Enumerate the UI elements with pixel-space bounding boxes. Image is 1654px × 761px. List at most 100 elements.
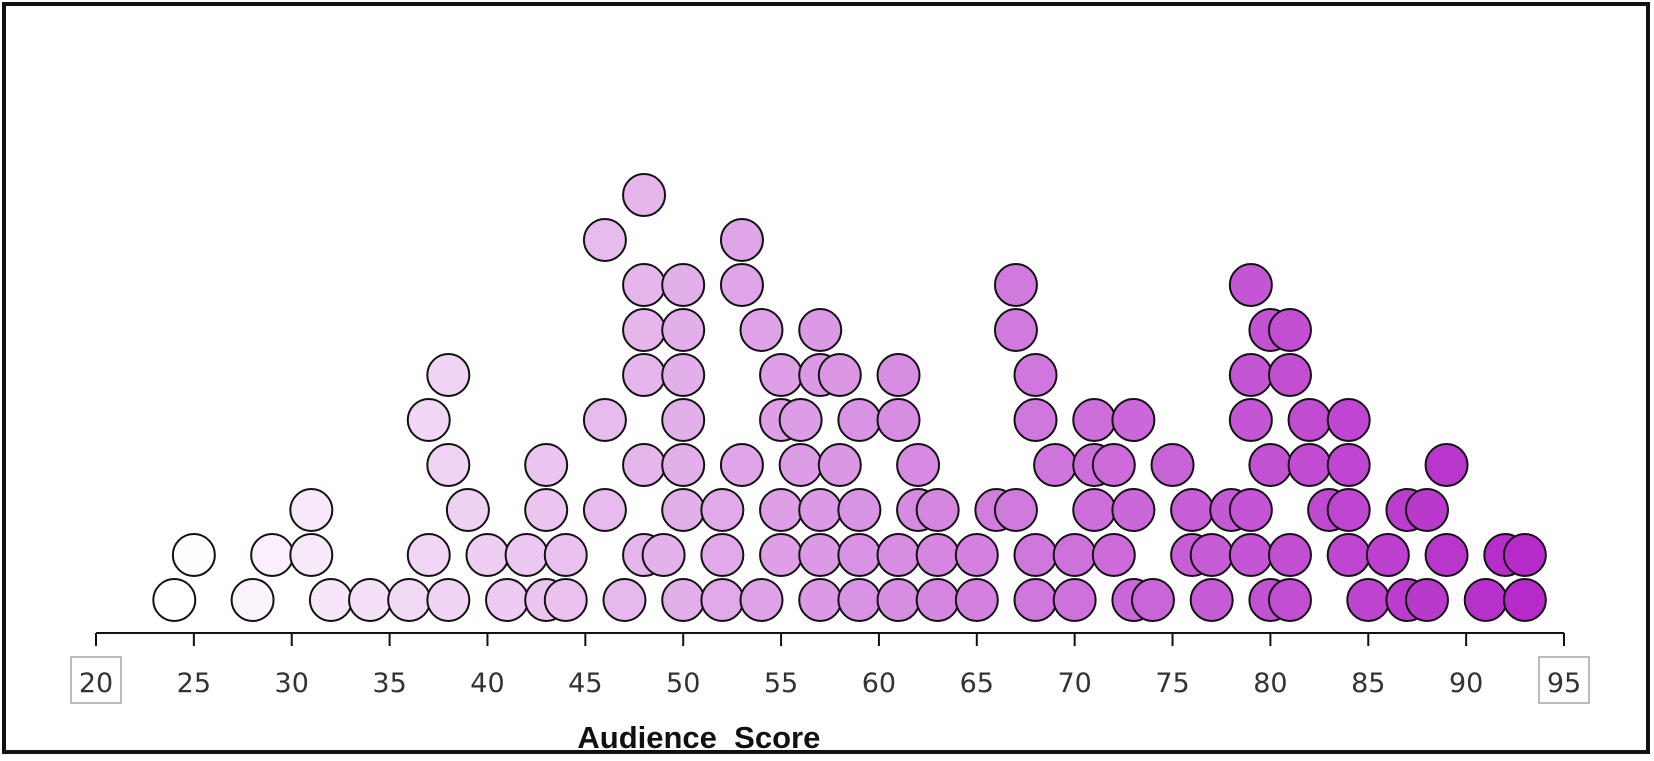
data-point: [152, 578, 197, 622]
data-point: [876, 533, 921, 577]
data-point: [778, 443, 823, 487]
x-tick-label: 65: [960, 668, 994, 699]
x-tick-label: 60: [862, 668, 896, 699]
data-point: [1463, 578, 1508, 622]
data-point: [622, 443, 667, 487]
data-point: [700, 578, 745, 622]
data-point: [739, 578, 784, 622]
data-point: [622, 308, 667, 352]
data-point: [641, 533, 686, 577]
data-point: [543, 533, 588, 577]
data-point: [778, 398, 823, 442]
data-point: [661, 578, 706, 622]
tick-label-box: [1538, 656, 1590, 704]
x-tick-label: 95: [1547, 668, 1581, 699]
x-axis: 20 25 30 35 40 45 50 55 60 65 70 75 80 85 90 95: [70, 632, 1590, 704]
data-point: [445, 488, 490, 532]
data-point: [700, 488, 745, 532]
data-point: [348, 578, 393, 622]
x-tick-label: 70: [1057, 668, 1091, 699]
data-point: [837, 578, 882, 622]
data-point: [1013, 398, 1058, 442]
dots-layer: [152, 173, 1547, 622]
data-point: [1287, 443, 1332, 487]
x-axis-title: Audience_Score: [577, 720, 820, 755]
data-point: [661, 308, 706, 352]
data-point: [798, 308, 843, 352]
x-tick-label: 45: [568, 668, 602, 699]
data-point: [524, 488, 569, 532]
data-point: [426, 578, 471, 622]
data-point: [719, 443, 764, 487]
tick-label-box: [70, 656, 122, 704]
x-tick-label: 50: [666, 668, 700, 699]
data-point: [1072, 398, 1117, 442]
data-point: [1502, 533, 1547, 577]
x-tick-label: 75: [1155, 668, 1189, 699]
data-point: [798, 578, 843, 622]
data-point: [1111, 488, 1156, 532]
x-tick-label: 90: [1449, 668, 1483, 699]
data-point: [1287, 398, 1332, 442]
data-point: [250, 533, 295, 577]
data-point: [1404, 578, 1449, 622]
data-point: [661, 488, 706, 532]
data-point: [406, 533, 451, 577]
data-point: [1326, 443, 1371, 487]
data-point: [1424, 443, 1469, 487]
x-tick-label: 35: [372, 668, 406, 699]
x-tick-label: 85: [1351, 668, 1385, 699]
data-point: [1189, 533, 1234, 577]
data-point: [1228, 263, 1273, 307]
data-point: [308, 578, 353, 622]
data-point: [817, 353, 862, 397]
data-point: [582, 218, 627, 262]
data-point: [504, 533, 549, 577]
x-tick-label: 55: [764, 668, 798, 699]
x-tick-label: 20: [79, 668, 113, 699]
data-point: [426, 443, 471, 487]
data-point: [622, 263, 667, 307]
x-tick-label: 30: [275, 668, 309, 699]
data-point: [1052, 533, 1097, 577]
data-point: [1326, 488, 1371, 532]
data-point: [1228, 398, 1273, 442]
data-point: [915, 533, 960, 577]
data-point: [837, 398, 882, 442]
data-point: [622, 173, 667, 217]
data-point: [719, 218, 764, 262]
data-point: [230, 578, 275, 622]
data-point: [798, 533, 843, 577]
data-point: [837, 533, 882, 577]
data-point: [387, 578, 432, 622]
data-point: [993, 308, 1038, 352]
data-point: [1267, 578, 1312, 622]
data-point: [582, 488, 627, 532]
data-point: [1072, 488, 1117, 532]
data-point: [1052, 578, 1097, 622]
data-point: [602, 578, 647, 622]
x-tick-label: 40: [470, 668, 504, 699]
data-point: [1228, 488, 1273, 532]
data-point: [817, 443, 862, 487]
data-point: [1502, 578, 1547, 622]
data-point: [759, 353, 804, 397]
x-tick-label: 25: [177, 668, 211, 699]
data-point: [1404, 488, 1449, 532]
data-point: [406, 398, 451, 442]
data-point: [1091, 443, 1136, 487]
data-point: [661, 398, 706, 442]
data-point: [465, 533, 510, 577]
data-point: [1365, 533, 1410, 577]
data-point: [426, 353, 471, 397]
data-point: [719, 263, 764, 307]
data-point: [1013, 578, 1058, 622]
data-point: [1424, 533, 1469, 577]
data-point: [289, 533, 334, 577]
data-point: [759, 488, 804, 532]
data-point: [1111, 398, 1156, 442]
data-point: [915, 578, 960, 622]
data-point: [485, 578, 530, 622]
data-point: [954, 533, 999, 577]
